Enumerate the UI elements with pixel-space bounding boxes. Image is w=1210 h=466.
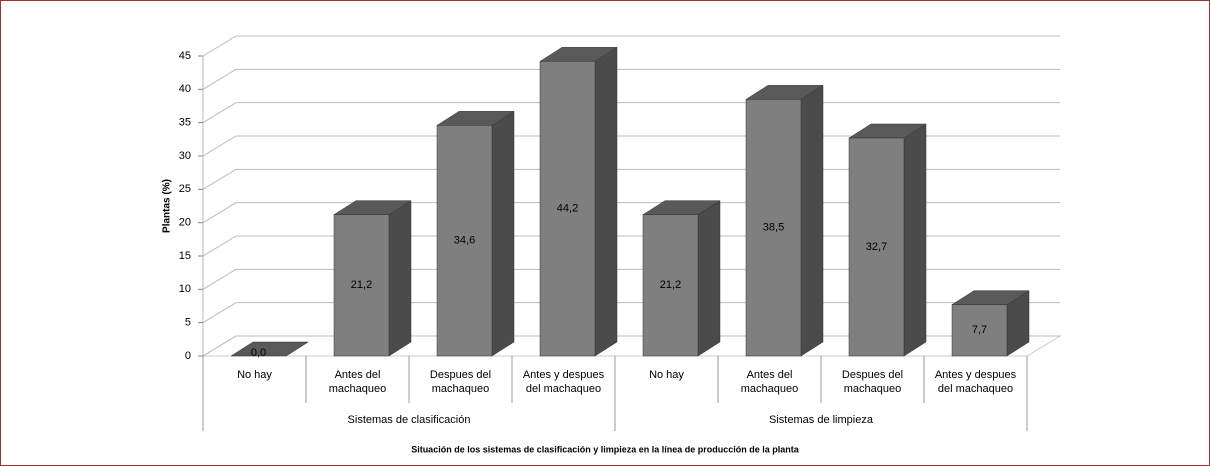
x-axis-label: Situación de los sistemas de clasificaci… — [411, 444, 800, 454]
y-tick-label: 35 — [179, 117, 191, 129]
x-tick-label: Antes del machaqueo — [740, 369, 799, 395]
value-label: 32,7 — [866, 241, 887, 253]
x-tick-label: Despues del machaqueo — [429, 369, 492, 395]
grid-line — [202, 168, 1060, 190]
grid-line — [202, 35, 1060, 57]
bar — [951, 304, 1008, 357]
bar — [642, 214, 699, 357]
value-label: 0,0 — [251, 347, 266, 359]
x-tick-label: No hay — [237, 369, 272, 381]
y-axis-label: Plantas (%) — [162, 179, 173, 233]
bar-side — [388, 200, 412, 357]
grid-line — [202, 102, 1060, 124]
value-label: 21,2 — [660, 279, 681, 291]
grid-line — [202, 202, 1060, 224]
grid-line — [202, 68, 1060, 90]
bar-side — [697, 200, 721, 357]
y-tick-label: 30 — [179, 150, 191, 162]
bar-side — [594, 46, 618, 357]
y-tick-label: 20 — [179, 217, 191, 229]
grid-line — [202, 335, 1060, 357]
value-label: 44,2 — [557, 203, 578, 215]
bar-side — [903, 123, 927, 357]
grid-line — [202, 302, 1060, 324]
y-tick-label: 10 — [179, 283, 191, 295]
y-tick-label: 45 — [179, 50, 191, 62]
bar-side — [491, 110, 515, 357]
value-label: 21,2 — [351, 279, 372, 291]
group-label: Sistemas de limpieza — [769, 414, 873, 426]
grid-line — [202, 268, 1060, 290]
bar — [333, 214, 390, 357]
x-tick-label: Antes del machaqueo — [328, 369, 387, 395]
value-label: 34,6 — [454, 235, 475, 247]
x-tick-label: Antes y despues del machaqueo — [934, 369, 1017, 395]
bar — [436, 125, 493, 357]
y-tick-label: 25 — [179, 183, 191, 195]
x-tick-label: No hay — [649, 369, 684, 381]
y-tick-label: 0 — [185, 350, 191, 362]
bar — [848, 137, 905, 357]
x-tick-label: Despues del machaqueo — [841, 369, 904, 395]
y-tick-label: 15 — [179, 250, 191, 262]
y-tick-label: 5 — [185, 317, 191, 329]
value-label: 38,5 — [763, 222, 784, 234]
group-label: Sistemas de clasificación — [347, 414, 471, 426]
floor — [203, 335, 1062, 357]
x-tick-label: Antes y despues del machaqueo — [522, 369, 605, 395]
bar — [539, 61, 596, 357]
y-tick-label: 40 — [179, 83, 191, 95]
bar — [745, 99, 802, 357]
grid-line — [202, 235, 1060, 257]
grid-line — [202, 135, 1060, 157]
value-label: 7,7 — [972, 324, 987, 336]
bar-side — [800, 84, 824, 357]
bar-top — [230, 341, 309, 357]
